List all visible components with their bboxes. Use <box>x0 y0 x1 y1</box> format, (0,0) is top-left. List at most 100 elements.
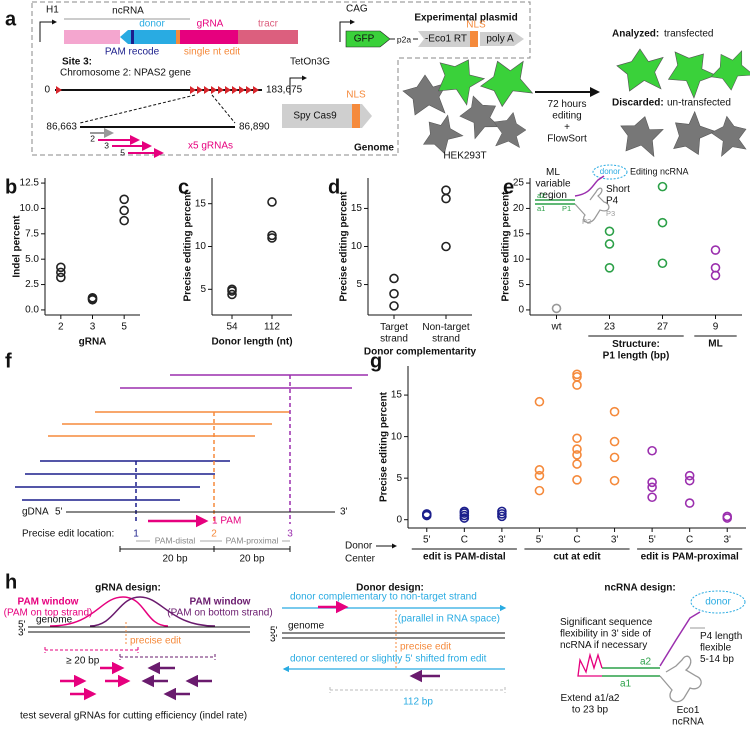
label: 2 <box>211 529 217 540</box>
label: 3 <box>104 140 109 150</box>
label: 3' <box>18 628 26 639</box>
label: x5 gRNAs <box>188 141 233 152</box>
label: a2 <box>640 657 652 668</box>
label-bg <box>150 536 200 546</box>
label: PAM recode <box>105 47 160 58</box>
label: poly A <box>486 34 514 45</box>
genome-lines <box>28 626 250 633</box>
point <box>647 492 657 503</box>
cells <box>402 47 536 161</box>
loop <box>577 652 603 677</box>
label: Significant sequence flexibility in 3' si… <box>560 617 653 651</box>
annotation: Donor <box>345 541 373 552</box>
x-tick-label: 9 <box>713 322 719 333</box>
group-label: ML <box>708 339 722 350</box>
label: TetOn3G <box>290 57 330 68</box>
point <box>389 273 399 284</box>
y-tick-label: 15 <box>391 390 403 401</box>
label: Donor design: <box>356 583 424 594</box>
cell <box>614 110 666 160</box>
point <box>572 475 582 485</box>
nls <box>470 31 478 47</box>
label: (parallel in RNA space) <box>398 614 500 625</box>
label: 112 bp <box>403 697 433 708</box>
point <box>572 369 582 380</box>
point <box>56 262 66 273</box>
label: Genome <box>354 143 394 154</box>
label: 72 hours editing + FlowSort <box>547 99 587 145</box>
x-tick-label: 5 <box>121 322 127 333</box>
label: Site 3: <box>62 57 92 68</box>
label: single nt edit <box>184 47 240 58</box>
label: donor <box>139 19 165 30</box>
x-tick-label: 2 <box>58 322 64 333</box>
point <box>609 406 620 417</box>
a-lines <box>535 199 575 205</box>
scale-bar <box>119 546 291 552</box>
point <box>389 301 399 311</box>
cell <box>658 38 722 102</box>
point <box>604 239 615 249</box>
label: Chromosome 2: NPAS2 gene <box>60 68 191 79</box>
annotation: P2 <box>582 217 591 226</box>
point <box>657 217 668 228</box>
label: 86,663 <box>46 122 77 133</box>
point <box>609 436 620 447</box>
label: ncRNA design: <box>604 583 675 594</box>
x-tick-label: Non-target strand <box>422 322 469 345</box>
point <box>604 226 615 237</box>
text-line: strand <box>380 333 408 344</box>
nls <box>352 104 360 128</box>
text-line: FlowSort <box>547 133 587 144</box>
zoom-lines <box>79 94 236 124</box>
point <box>710 245 721 255</box>
promoter <box>39 19 57 42</box>
x-tick-label: C <box>686 535 693 546</box>
chart: 0 5 10 15 5' C 3' 5' C 3' 5' C 3' Precise editing per… <box>345 366 746 565</box>
x-tick-label: 3' <box>498 535 506 546</box>
ncrna-inset <box>535 164 628 224</box>
point <box>572 380 582 390</box>
annotation: ML variable region <box>535 167 570 201</box>
pam-window <box>49 596 169 627</box>
point <box>684 470 695 481</box>
y-axis-label: Indel percent <box>12 215 23 278</box>
label: 5' <box>270 626 278 637</box>
y-axis-label: Precise editing percent <box>339 191 350 302</box>
panel-h: gRNA design: PAM window (PAM on top stra… <box>4 583 746 727</box>
y-tick-label: 2.5 <box>25 279 39 290</box>
text-line: editing <box>552 110 581 121</box>
point <box>389 288 399 299</box>
annotation: a2 <box>537 191 545 200</box>
panel-label: h <box>5 571 17 593</box>
label: gRNA design: <box>95 583 161 594</box>
x-axis-label: Donor length (nt) <box>211 337 292 348</box>
dashed-box <box>31 1 531 156</box>
panel-label: e <box>503 176 514 198</box>
label: gDNA <box>22 507 49 518</box>
y-tick-label: 5 <box>518 279 524 290</box>
text-line: ML <box>546 167 560 178</box>
point <box>684 475 695 486</box>
a-lines <box>602 667 660 677</box>
point <box>119 205 129 216</box>
annotation: P1 <box>562 204 571 213</box>
y-tick-label: 15 <box>195 198 207 209</box>
cell <box>707 111 750 159</box>
panel-label: b <box>5 176 17 198</box>
segment <box>64 30 120 44</box>
text-line: Eco1 <box>677 705 700 716</box>
point <box>267 197 277 207</box>
group-label: Structure: P1 length (bp) <box>603 339 670 362</box>
label: 86,890 <box>239 122 270 133</box>
cas9 <box>282 104 372 128</box>
point <box>647 445 657 456</box>
promoter <box>339 19 355 42</box>
label: (PAM on bottom strand) <box>167 608 272 619</box>
y-tick-label: 7.5 <box>25 228 39 239</box>
point <box>722 511 733 522</box>
text-line: Short <box>606 184 630 195</box>
point <box>441 193 451 204</box>
label: Experimental plasmid <box>414 13 517 24</box>
